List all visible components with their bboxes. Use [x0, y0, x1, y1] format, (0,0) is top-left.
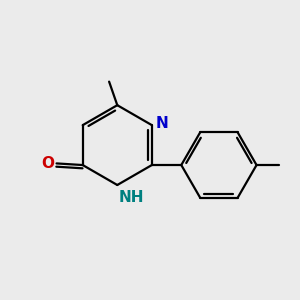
Text: N: N	[156, 116, 169, 131]
Text: NH: NH	[119, 190, 144, 205]
Text: O: O	[41, 156, 54, 171]
